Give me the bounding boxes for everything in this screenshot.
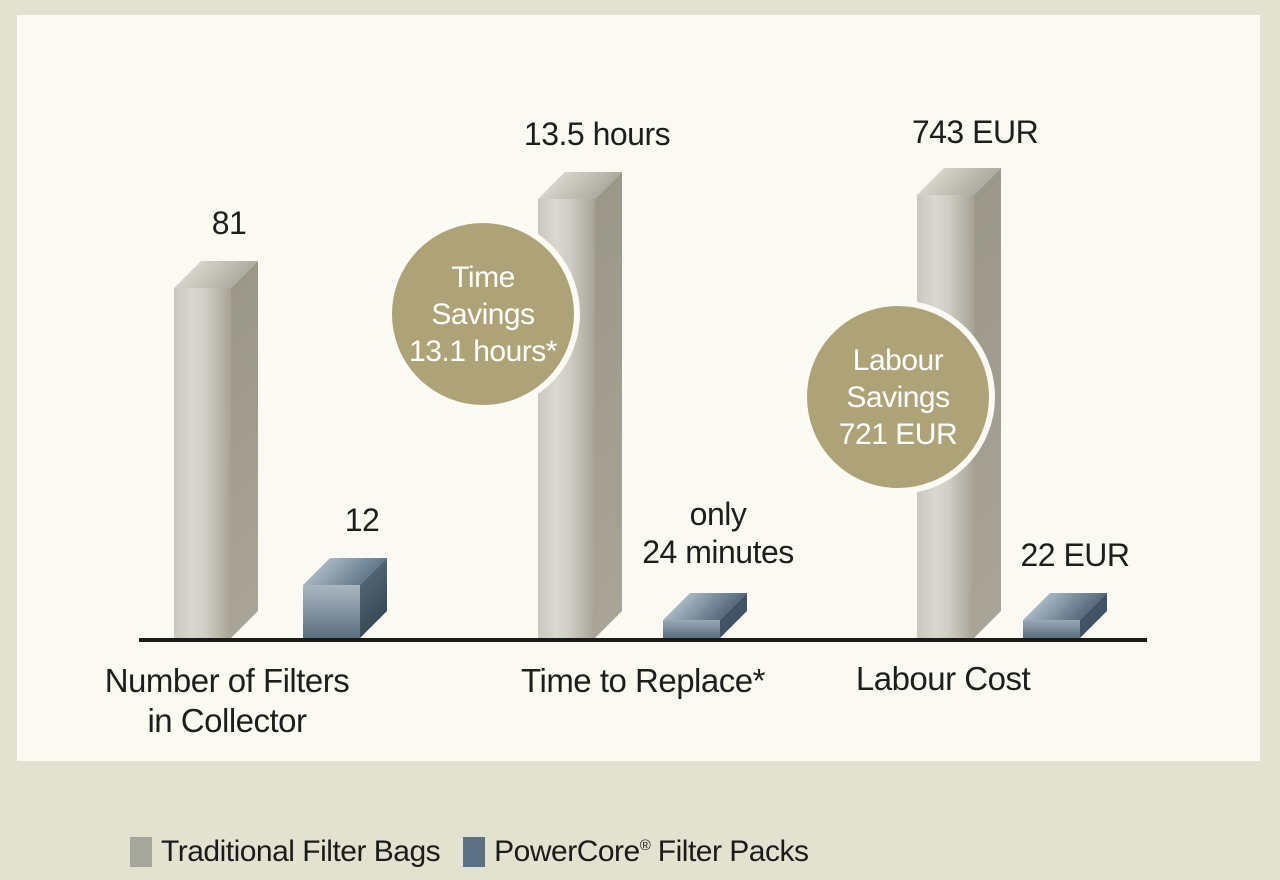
time-savings-line2: Savings (431, 297, 535, 331)
bar-filters-traditional (174, 261, 258, 638)
legend-powercore-rest: Filter Packs (657, 835, 809, 868)
value-label-time-traditional: 13.5 hours (523, 116, 671, 152)
value-label-time-powercore-line1: only (689, 496, 747, 532)
x-axis-baseline (139, 638, 1147, 642)
legend-label-traditional: Traditional Filter Bags (161, 835, 441, 868)
legend-label-powercore: PowerCore® Filter Packs (494, 835, 809, 869)
time-savings-badge: Time Savings 13.1 hours* (386, 217, 580, 411)
labour-savings-badge: Labour Savings 721 EUR (801, 300, 995, 494)
bar-front-face (1023, 620, 1080, 638)
value-label-time-powercore-line2: 24 minutes (642, 534, 794, 570)
category-label-time: Time to Replace* (521, 662, 765, 699)
value-label-filters-traditional: 81 (211, 205, 247, 241)
category-label-filters: Number of Filters in Collector (105, 661, 350, 741)
bar-side-face (231, 261, 258, 638)
category-label-filters-line2: in Collector (147, 702, 307, 739)
value-label-filters-powercore: 12 (344, 502, 380, 538)
bar-front-face (663, 620, 720, 638)
bar-time-traditional (538, 172, 622, 638)
value-label-labour-traditional: 743 EUR (911, 114, 1039, 150)
time-savings-line3: 13.1 hours* (409, 334, 557, 368)
bar-filters-powercore (303, 558, 387, 638)
bar-front-face (174, 288, 231, 638)
category-label-filters-line1: Number of Filters (104, 662, 350, 699)
value-label-labour-powercore: 22 EUR (1020, 537, 1130, 573)
labour-savings-line3: 721 EUR (838, 417, 958, 451)
bar-front-face (303, 585, 360, 638)
legend-powercore-brand: PowerCore (494, 835, 640, 868)
legend-swatch-powercore (463, 837, 486, 867)
legend: Traditional Filter Bags PowerCore® Filter… (130, 835, 809, 869)
bar-time-powercore (663, 593, 747, 638)
labour-savings-line2: Savings (846, 380, 950, 414)
bar-side-face (595, 172, 622, 638)
category-label-labour: Labour Cost (855, 660, 1031, 697)
registered-trademark-icon: ® (639, 837, 651, 854)
bar-labour-powercore (1023, 593, 1107, 638)
labour-savings-line1: Labour (852, 343, 944, 377)
time-savings-line1: Time (451, 260, 515, 294)
value-label-time-powercore: only 24 minutes (642, 495, 794, 571)
legend-swatch-traditional (130, 837, 152, 867)
